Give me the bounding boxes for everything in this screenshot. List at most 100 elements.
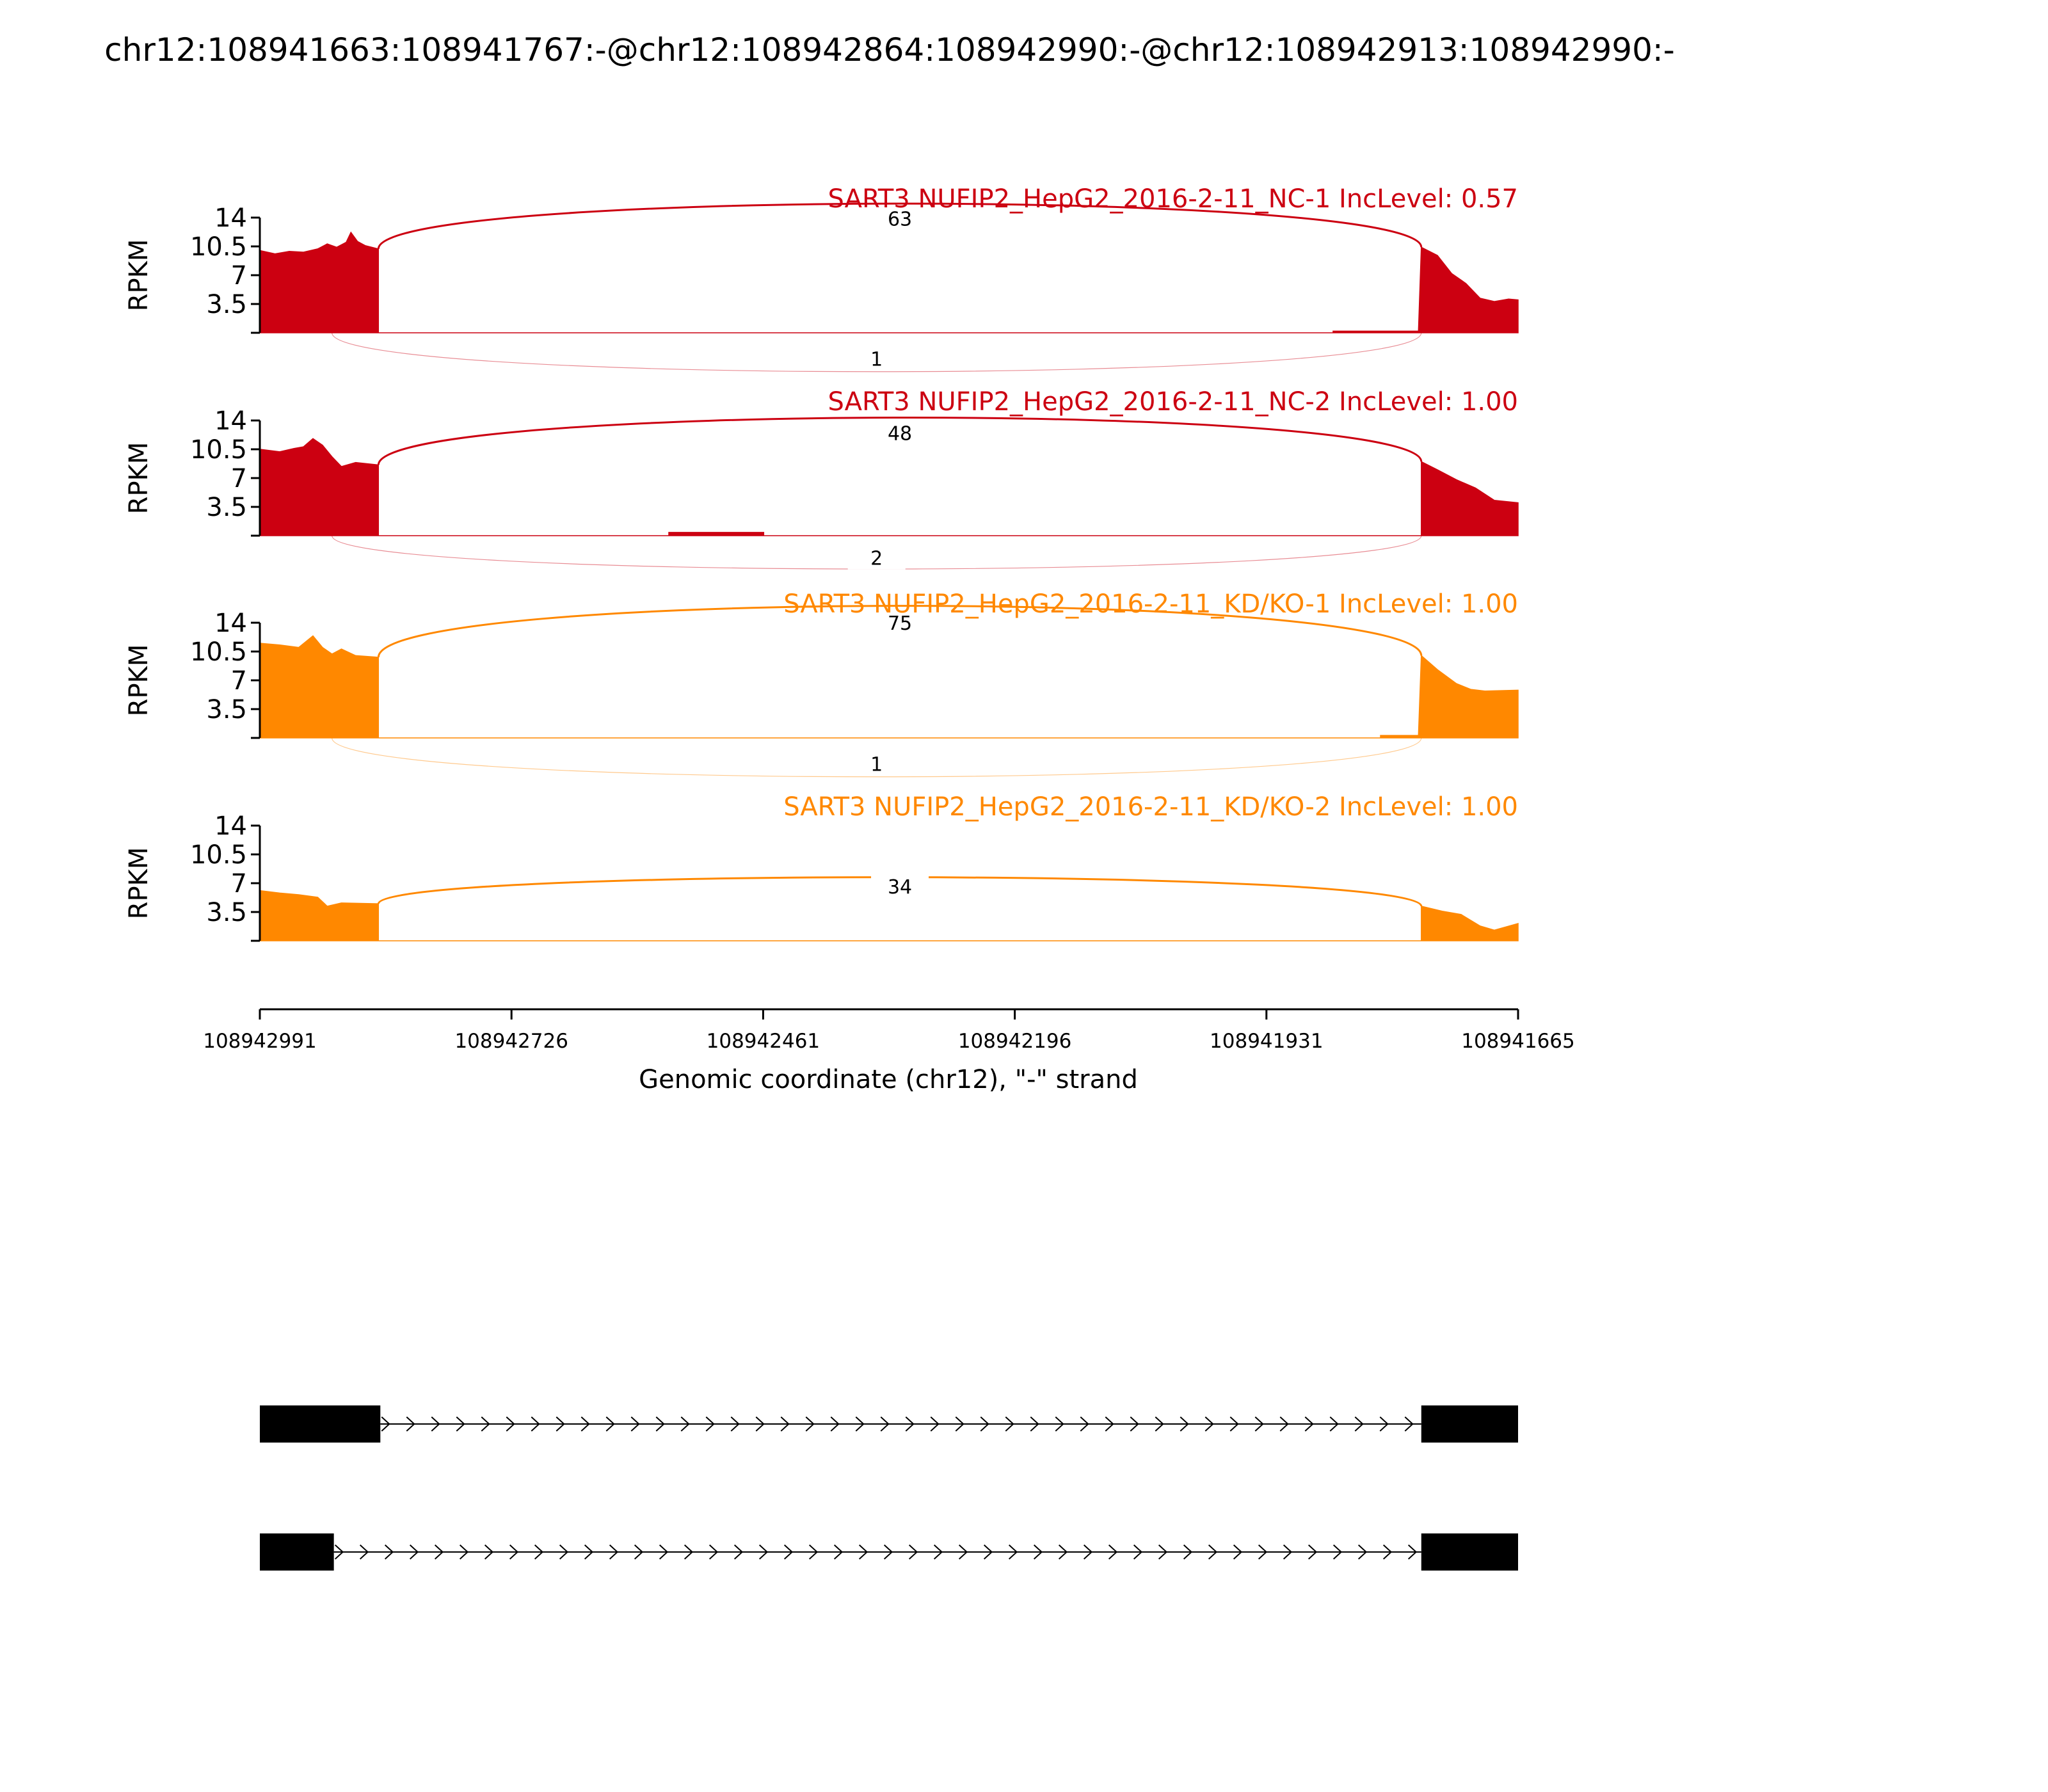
strand-arrow — [456, 1416, 465, 1432]
junction-label-bg — [847, 347, 906, 371]
junction-count: 1 — [870, 349, 883, 371]
strand-arrow — [780, 1416, 790, 1432]
strand-arrow — [883, 1544, 893, 1560]
strand-arrow — [1404, 1416, 1414, 1432]
strand-arrow — [1080, 1416, 1089, 1432]
y-tick-label: 14 — [214, 204, 247, 233]
junction-count: 2 — [870, 548, 883, 570]
strand-arrow — [1407, 1544, 1418, 1560]
strand-arrow — [381, 1416, 390, 1432]
strand-arrow — [1233, 1544, 1243, 1560]
strand-arrow — [1204, 1416, 1214, 1432]
panel-title: SART3 NUFIP2_HepG2_2016-2-11_KD/KO-2 Inc… — [783, 792, 1518, 822]
strand-arrow — [1055, 1416, 1064, 1432]
junction-label-bg — [871, 421, 929, 445]
junction-count: 1 — [870, 754, 883, 776]
y-tick-label: 3.5 — [206, 290, 247, 319]
strand-arrow — [830, 1416, 840, 1432]
strand-arrow — [755, 1416, 765, 1432]
junction-arc — [332, 737, 1422, 778]
exon-block — [260, 1533, 334, 1571]
coverage-area — [259, 438, 1519, 536]
strand-arrow — [1308, 1544, 1318, 1560]
y-tick-label: 7 — [231, 666, 247, 696]
isoform-1 — [260, 1405, 1518, 1443]
figure-title: chr12:108941663:108941767:-@chr12:108942… — [104, 31, 1675, 68]
strand-arrow — [983, 1544, 993, 1560]
strand-arrow — [1158, 1544, 1168, 1560]
strand-arrow — [1258, 1544, 1268, 1560]
y-axis-label: RPKM — [124, 847, 154, 920]
strand-arrow — [609, 1544, 619, 1560]
strand-arrow — [1180, 1416, 1189, 1432]
y-tick-label: 10.5 — [190, 637, 247, 667]
strand-arrow — [955, 1416, 964, 1432]
exon-block — [1421, 1405, 1518, 1443]
strand-arrow — [1105, 1416, 1114, 1432]
strand-arrow — [1283, 1544, 1293, 1560]
strand-arrow — [556, 1416, 565, 1432]
strand-arrow — [1058, 1544, 1068, 1560]
y-tick-label: 3.5 — [206, 493, 247, 522]
y-tick-label: 10.5 — [190, 840, 247, 870]
strand-arrow — [730, 1416, 740, 1432]
junction-arc — [377, 605, 1423, 658]
junction-label-bg — [847, 752, 906, 776]
coverage-area — [259, 890, 1519, 941]
strand-arrow — [534, 1544, 544, 1560]
strand-arrow — [1130, 1416, 1139, 1432]
x-axis: 108942991 108942726 108942461 108942196 1089… — [203, 1008, 1575, 1053]
y-tick-label: 7 — [231, 261, 247, 291]
strand-arrow — [406, 1416, 415, 1432]
strand-arrow — [705, 1416, 715, 1432]
strand-arrow — [584, 1544, 594, 1560]
strand-arrow — [930, 1416, 940, 1432]
strand-arrow — [1382, 1544, 1393, 1560]
strand-arrow — [1304, 1416, 1314, 1432]
coverage-area — [259, 231, 1519, 333]
strand-arrow — [630, 1416, 640, 1432]
strand-arrow — [434, 1544, 444, 1560]
strand-arrow — [580, 1416, 590, 1432]
isoform-track — [260, 1405, 1518, 1571]
strand-arrow — [858, 1544, 868, 1560]
strand-arrow — [833, 1544, 844, 1560]
y-tick-label: 3.5 — [206, 695, 247, 724]
strand-arrow — [1254, 1416, 1264, 1432]
strand-arrow — [708, 1544, 719, 1560]
junction-count: 75 — [888, 612, 912, 635]
y-tick-label: 10.5 — [190, 435, 247, 465]
y-tick-label: 14 — [214, 406, 247, 436]
x-tick-label: 108941931 — [1210, 1030, 1324, 1053]
strand-arrow — [1033, 1544, 1043, 1560]
strand-arrow — [459, 1544, 469, 1560]
x-tick-label: 108941665 — [1461, 1030, 1575, 1053]
strand-arrow — [1030, 1416, 1039, 1432]
strand-arrow — [481, 1416, 490, 1432]
strand-arrow — [384, 1544, 394, 1560]
strand-arrow — [855, 1416, 865, 1432]
junction-count: 34 — [888, 876, 912, 899]
strand-arrow — [1329, 1416, 1339, 1432]
strand-arrow — [880, 1416, 890, 1432]
strand-arrow — [680, 1416, 690, 1432]
x-tick-label: 108942461 — [707, 1030, 820, 1053]
strand-arrow — [1208, 1544, 1218, 1560]
strand-arrow — [605, 1416, 615, 1432]
y-tick-label: 10.5 — [190, 232, 247, 262]
strand-arrow — [1354, 1416, 1364, 1432]
strand-arrow — [908, 1544, 918, 1560]
strand-arrow — [1229, 1416, 1239, 1432]
strand-arrow — [733, 1544, 744, 1560]
strand-arrow — [1183, 1544, 1193, 1560]
strand-arrow — [559, 1544, 569, 1560]
strand-arrow — [634, 1544, 644, 1560]
junction-label-bg — [871, 207, 929, 230]
strand-arrow — [1279, 1416, 1289, 1432]
junction-arc — [377, 202, 1423, 250]
strand-arrow — [484, 1544, 494, 1560]
